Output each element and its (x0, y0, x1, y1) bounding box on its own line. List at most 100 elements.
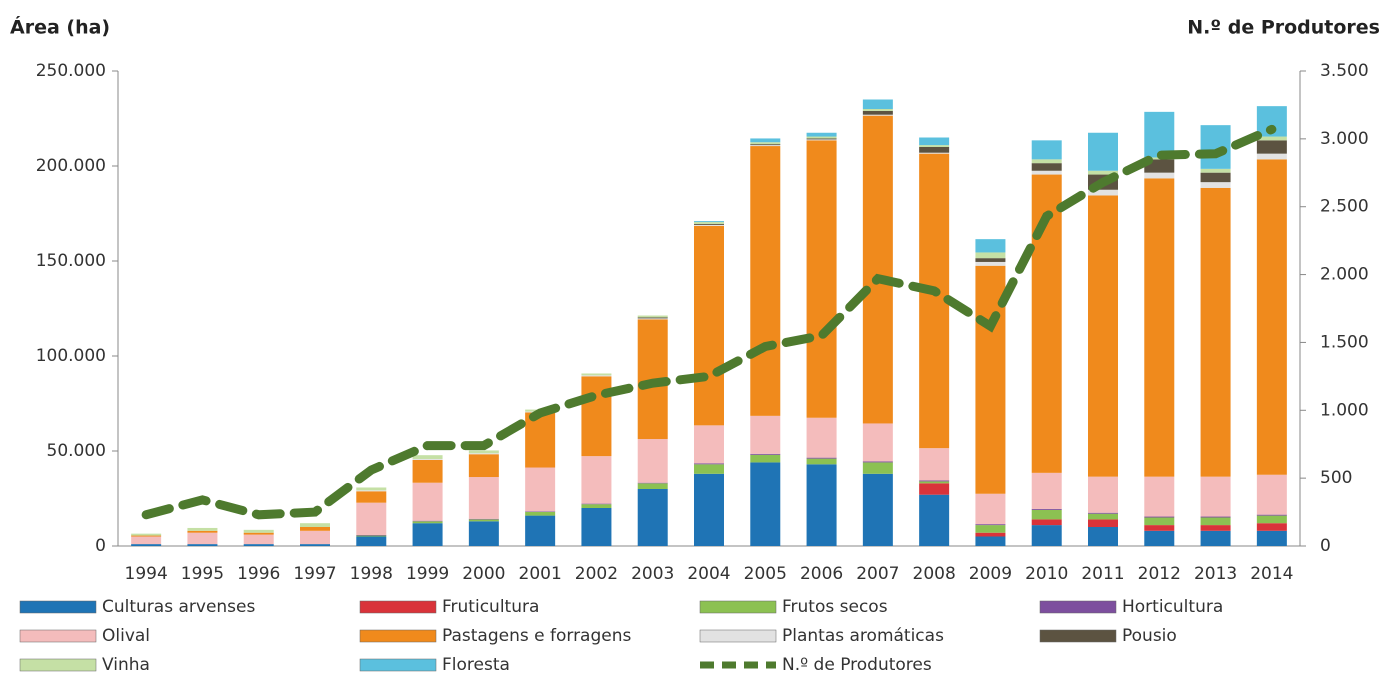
legend-swatch (359, 658, 437, 672)
y2-tick-label: 3.000 (1320, 129, 1369, 149)
bar-segment (525, 511, 556, 512)
bar-segment (468, 477, 499, 519)
legend-label: Pastagens e forragens (442, 626, 632, 646)
legend-label: N.º de Produtores (782, 655, 932, 673)
bar-segment (581, 503, 612, 505)
bar-segment (806, 139, 837, 141)
bar-segment (356, 536, 387, 546)
bar-segment (1200, 168, 1231, 173)
y-tick-label: 50.000 (47, 441, 106, 461)
y-tick-label: 250.000 (36, 61, 106, 81)
legend-swatch (19, 629, 97, 643)
bar-segment (1088, 476, 1118, 513)
bar-segment (806, 132, 837, 137)
bar-segment (637, 439, 668, 483)
bar-segment (1256, 530, 1287, 546)
bar-segment (919, 448, 950, 481)
bar-segment (637, 489, 668, 546)
bar-segment (637, 317, 668, 319)
y2-tick-label: 1.000 (1320, 400, 1369, 420)
bar-segment (750, 144, 781, 146)
bar-segment (975, 525, 1006, 533)
x-tick-label: 2002 (575, 564, 618, 584)
bar-segment (468, 454, 499, 478)
bar-segment (1200, 516, 1231, 518)
bar-segment (750, 454, 781, 463)
bar-segment (468, 453, 499, 455)
bar-segment (694, 464, 724, 474)
legend-swatch (359, 629, 437, 643)
bar-segment (806, 458, 837, 465)
bar-segment (131, 544, 162, 546)
x-tick-label: 2012 (1138, 564, 1181, 584)
bar-segment (412, 521, 443, 524)
bar-segment (243, 534, 274, 545)
x-tick-label: 1995 (181, 564, 224, 584)
bar-segment (581, 375, 612, 377)
bar-segment (694, 221, 724, 223)
bar-segment (356, 490, 387, 492)
legend-label: Plantas aromáticas (782, 626, 944, 646)
x-tick-label: 2014 (1250, 564, 1293, 584)
x-tick-label: 2006 (800, 564, 843, 584)
legend-label: Culturas arvenses (102, 597, 255, 617)
x-tick-label: 2001 (519, 564, 562, 584)
bar-segment (1200, 172, 1231, 183)
legend-label: Floresta (442, 655, 510, 673)
bar-segment (975, 258, 1006, 262)
bar-segment (1256, 474, 1287, 515)
y-tick-label: 150.000 (36, 251, 106, 271)
y-tick-label: 200.000 (36, 156, 106, 176)
bar-segment (412, 458, 443, 460)
bar-segment (919, 147, 950, 153)
bar-segment (919, 137, 950, 146)
y2-tick-label: 3.500 (1320, 61, 1369, 81)
legend-swatch (699, 600, 777, 614)
x-tick-label: 1994 (125, 564, 168, 584)
bar-segment (300, 523, 330, 527)
bar-segment (356, 502, 387, 535)
x-tick-label: 2008 (913, 564, 956, 584)
bar-segment (1144, 530, 1175, 546)
bar-segment (300, 530, 330, 545)
bar-segment (525, 515, 556, 546)
x-tick-label: 1996 (237, 564, 280, 584)
bar-segment (862, 473, 893, 546)
bar-segment (637, 318, 668, 320)
bar-segment (243, 529, 274, 533)
bar-segment (1200, 476, 1231, 517)
bar-segment (1031, 159, 1062, 164)
bar-segment (862, 99, 893, 109)
bar-segment (975, 493, 1006, 525)
bar-segment (243, 532, 274, 535)
bar-segment (694, 225, 724, 426)
bar-segment (862, 109, 893, 111)
bar-segment (1256, 515, 1287, 524)
legend-swatch (19, 600, 97, 614)
bar-segment (1256, 514, 1287, 516)
bar-segment (131, 536, 162, 545)
bar-segment (750, 415, 781, 454)
bar-segment (1200, 187, 1231, 477)
bar-segment (637, 482, 668, 484)
legend-label: Vinha (102, 655, 150, 673)
bar-segment (1088, 189, 1118, 196)
x-tick-label: 2003 (631, 564, 674, 584)
bar-segment (468, 521, 499, 546)
bar-segment (694, 223, 724, 225)
bar-segment (525, 511, 556, 516)
bar-segment (356, 491, 387, 503)
bar-segment (412, 455, 443, 459)
bar-segment (356, 534, 387, 536)
bar-segment (862, 461, 893, 463)
bar-segment (919, 481, 950, 484)
bar-segment (187, 527, 218, 531)
legend-swatch (19, 658, 97, 672)
bar-segment (1144, 525, 1175, 531)
legend-label: Fruticultura (442, 597, 539, 617)
bar-segment (975, 532, 1006, 537)
bar-segment (750, 462, 781, 546)
bar-segment (862, 115, 893, 424)
bar-segment (806, 417, 837, 458)
